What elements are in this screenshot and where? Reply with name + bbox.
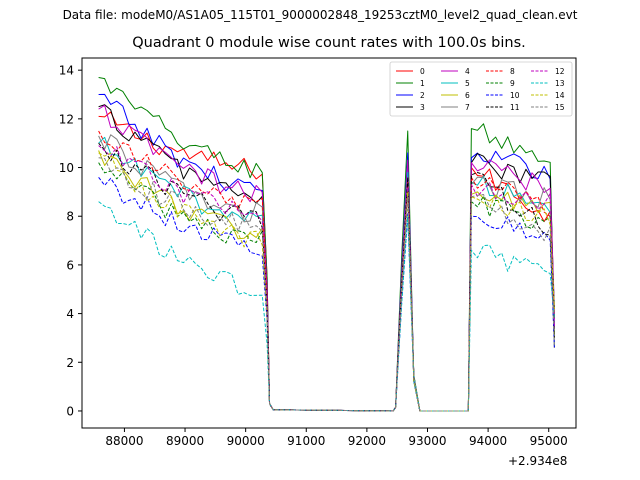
y-tick-label: 10: [59, 161, 74, 175]
legend-box: [389, 61, 573, 117]
y-tick-label: 0: [66, 404, 74, 418]
series-line-6: [98, 150, 555, 412]
legend-label-8: 8: [510, 67, 515, 76]
y-tick-label: 8: [66, 210, 74, 224]
series-line-10: [98, 176, 555, 412]
x-tick-label: 91000: [287, 434, 325, 448]
legend-label-4: 4: [465, 67, 470, 76]
y-tick-label: 2: [66, 356, 74, 370]
legend-label-13: 13: [555, 79, 565, 88]
axis-ticks: 88000 89000 90000 91000 92000 93000 94000 95000…: [59, 64, 568, 448]
series-line-4: [98, 104, 555, 412]
legend-label-3: 3: [420, 103, 425, 112]
y-tick-label: 6: [66, 258, 74, 272]
series-line-15: [98, 157, 555, 412]
series-line-7: [98, 134, 555, 412]
plot-lines: [98, 76, 555, 412]
legend-label-14: 14: [555, 91, 565, 100]
legend-label-1: 1: [420, 79, 425, 88]
x-tick-label: 93000: [408, 434, 446, 448]
legend-label-15: 15: [555, 103, 565, 112]
legend-label-9: 9: [510, 79, 515, 88]
x-tick-label: 88000: [105, 434, 143, 448]
series-line-8: [98, 130, 555, 412]
x-axis-offset-label: +2.934e8: [508, 454, 568, 468]
legend-label-6: 6: [465, 91, 470, 100]
series-line-12: [98, 145, 555, 412]
series-line-5: [98, 136, 555, 412]
legend-label-10: 10: [510, 91, 520, 100]
legend-label-7: 7: [465, 103, 470, 112]
series-line-3: [98, 104, 555, 412]
x-tick-label: 90000: [227, 434, 265, 448]
y-tick-label: 12: [59, 112, 74, 126]
x-tick-label: 92000: [348, 434, 386, 448]
figure-suptitle: Data file: modeM0/AS1A05_115T01_90000028…: [62, 8, 578, 22]
x-tick-label: 95000: [530, 434, 568, 448]
legend-label-2: 2: [420, 91, 425, 100]
series-line-11: [98, 142, 555, 412]
series-line-1: [98, 76, 555, 412]
x-tick-label: 94000: [469, 434, 507, 448]
axes-frame: [81, 57, 577, 429]
chart-title: Quadrant 0 module wise count rates with …: [132, 35, 526, 51]
series-line-13: [98, 201, 555, 412]
legend-label-11: 11: [510, 103, 520, 112]
y-tick-label: 14: [59, 64, 74, 78]
series-line-0: [98, 111, 555, 412]
series-line-9: [98, 162, 555, 412]
legend-label-12: 12: [555, 67, 565, 76]
series-line-2: [98, 93, 555, 412]
legend-label-5: 5: [465, 79, 470, 88]
legend-label-0: 0: [420, 67, 425, 76]
y-tick-label: 4: [66, 307, 74, 321]
x-tick-label: 89000: [166, 434, 204, 448]
